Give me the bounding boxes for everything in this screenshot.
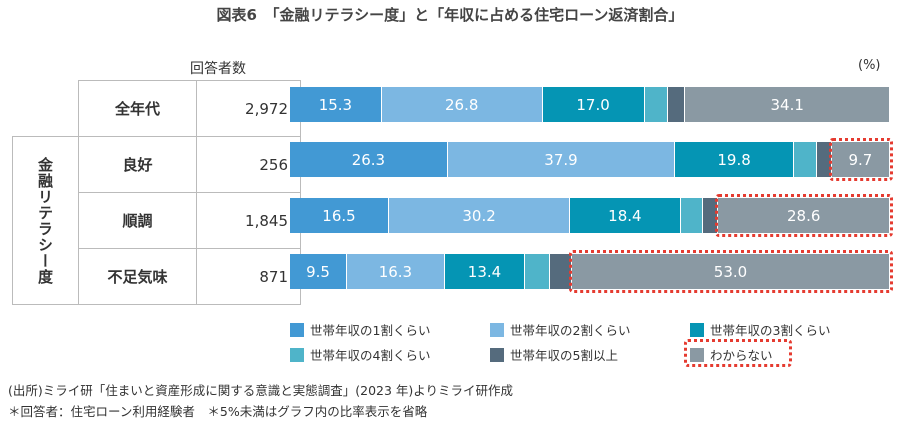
legend-item: 世帯年収の4割くらい: [290, 345, 430, 364]
data-label: 30.2: [462, 206, 496, 225]
data-label: 53.0: [713, 262, 748, 281]
data-label: 15.3: [318, 95, 353, 114]
bar-segment: 17.0: [542, 87, 645, 122]
highlight-box: [828, 138, 893, 181]
bar-segment: 30.2: [389, 198, 571, 233]
category-label: 全年代: [78, 80, 197, 137]
bar-segment: 37.9: [447, 142, 676, 177]
bar-segment: 19.8: [675, 142, 794, 177]
bar-segment: 15.3: [290, 87, 382, 122]
legend-item: 世帯年収の5割以上: [490, 345, 618, 364]
source-note: (出所)ミライ研「住まいと資産形成に関する意識と実態調査」(2023 年)よりミ…: [8, 383, 514, 398]
data-label: 19.8: [717, 150, 751, 169]
data-label: 9.5: [306, 262, 330, 281]
data-label: 9.7: [848, 150, 873, 169]
legend-label: わからない: [710, 348, 773, 363]
legend-label: 世帯年収の4割くらい: [310, 348, 431, 363]
legend-swatch: [690, 347, 704, 362]
legend-item: 世帯年収の3割くらい: [690, 320, 830, 339]
data-label: 17.0: [576, 95, 610, 114]
bar-segment: [668, 87, 686, 122]
legend-highlight-box: [684, 339, 792, 367]
bar-segment: 26.8: [381, 87, 543, 122]
bar-segment: 28.6: [718, 198, 890, 233]
bar-segment: 53.0: [572, 254, 890, 289]
legend-swatch: [290, 347, 304, 362]
category-label: 順調: [78, 192, 197, 249]
highlight-box: [715, 194, 893, 237]
legend-label: 世帯年収の3割くらい: [710, 323, 831, 338]
legend-label: 世帯年収の2割くらい: [510, 323, 631, 338]
bar-segment: 34.1: [685, 87, 890, 122]
legend-label: 世帯年収の5割以上: [510, 348, 618, 363]
legend-label: 世帯年収の1割くらい: [310, 323, 431, 338]
bar-segment: [680, 198, 703, 233]
data-label: 16.3: [378, 262, 413, 281]
bar-segment: 18.4: [570, 198, 681, 233]
legend-item: 世帯年収の2割くらい: [490, 320, 630, 339]
bar-segment: 9.5: [290, 254, 347, 289]
bar-segment: 16.5: [290, 198, 389, 233]
unit-label: (%): [858, 58, 881, 73]
data-label: 18.4: [608, 206, 642, 225]
legend-swatch: [490, 322, 504, 337]
category-label: 不足気味: [78, 248, 197, 305]
legend-swatch: [290, 322, 304, 337]
respondent-count: 1,845: [196, 192, 301, 249]
data-label: 34.1: [770, 95, 804, 114]
legend-item: 世帯年収の1割くらい: [290, 320, 430, 339]
category-label: 良好: [78, 136, 197, 193]
group-label: 金融リテラシー度: [12, 136, 79, 305]
bar-segment: 13.4: [444, 254, 526, 289]
data-label: 37.9: [544, 150, 578, 169]
bar-segment: 9.7: [831, 142, 890, 177]
respondent-count: 871: [196, 248, 301, 305]
data-label: 16.5: [322, 206, 356, 225]
bar-segment: [644, 87, 668, 122]
data-label: 26.3: [351, 150, 386, 169]
respondent-count: 256: [196, 136, 301, 193]
legend-swatch: [490, 347, 504, 362]
data-label: 13.4: [467, 262, 502, 281]
bar-segment: [794, 142, 818, 177]
legend-swatch: [690, 322, 704, 337]
footnote: ＊回答者：住宅ローン利用経験者 ＊5%未満はグラフ内の比率表示を省略: [8, 404, 428, 419]
data-label: 28.6: [786, 206, 821, 225]
bar-segment: [525, 254, 551, 289]
respondents-header: 回答者数: [190, 61, 246, 77]
highlight-box: [569, 250, 893, 293]
category-table: 全年代 2,972 金融リテラシー度 良好 256 順調 1,845 不足気味 871: [12, 80, 301, 305]
data-label: 26.8: [444, 95, 479, 114]
bar-segment: 16.3: [347, 254, 445, 289]
chart-title: 図表6 「金融リテラシー度」と「年収に占める住宅ローン返済割合」: [216, 6, 684, 24]
legend-item: わからない: [690, 345, 773, 364]
respondent-count: 2,972: [196, 80, 301, 137]
bar-segment: 26.3: [290, 142, 448, 177]
